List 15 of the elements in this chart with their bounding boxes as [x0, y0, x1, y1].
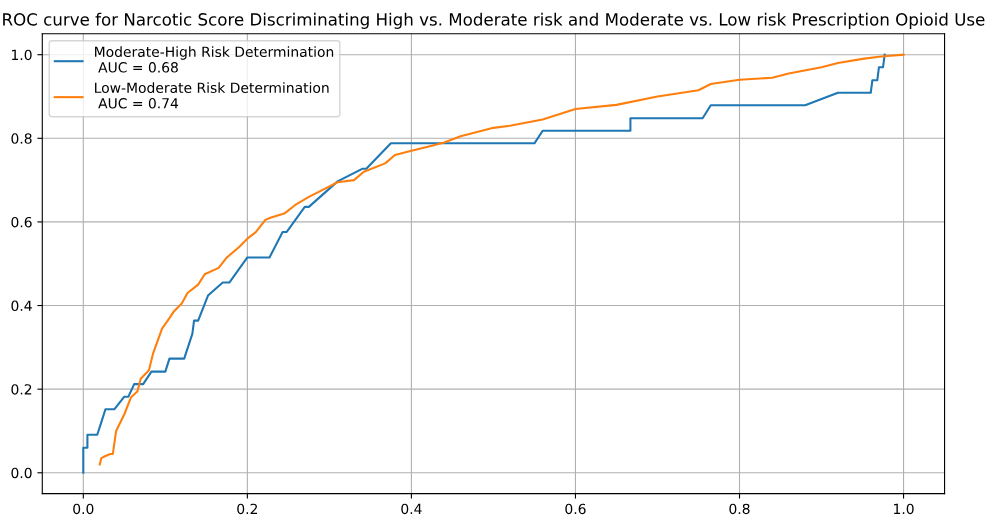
- x-tick-label: 0.2: [237, 503, 258, 515]
- x-tick-label: 0.0: [73, 503, 94, 515]
- y-tick-label: 1.0: [12, 49, 32, 61]
- y-tick-label: 0.4: [11, 300, 32, 312]
- y-tick-label: 0.6: [11, 216, 32, 228]
- y-tick-label: 0.8: [11, 133, 32, 144]
- x-tick-label: 0.8: [729, 503, 750, 515]
- legend-label: Moderate-High Risk Determination AUC = 0.68: [95, 46, 334, 73]
- x-tick-label: 1.0: [894, 503, 914, 515]
- x-tick-label: 0.4: [401, 503, 422, 515]
- chart-title: ROC curve for Narcotic Score Discriminating High vs. Moderate risk and Moderate vs. Low risk Prescription Opioid Use: [3, 12, 985, 29]
- y-tick-label: 0.0: [11, 467, 32, 479]
- x-tick-label: 0.6: [565, 503, 586, 515]
- legend-label: Low-Moderate Risk Determination AUC = 0.74: [95, 82, 329, 109]
- y-tick-label: 0.2: [11, 384, 32, 395]
